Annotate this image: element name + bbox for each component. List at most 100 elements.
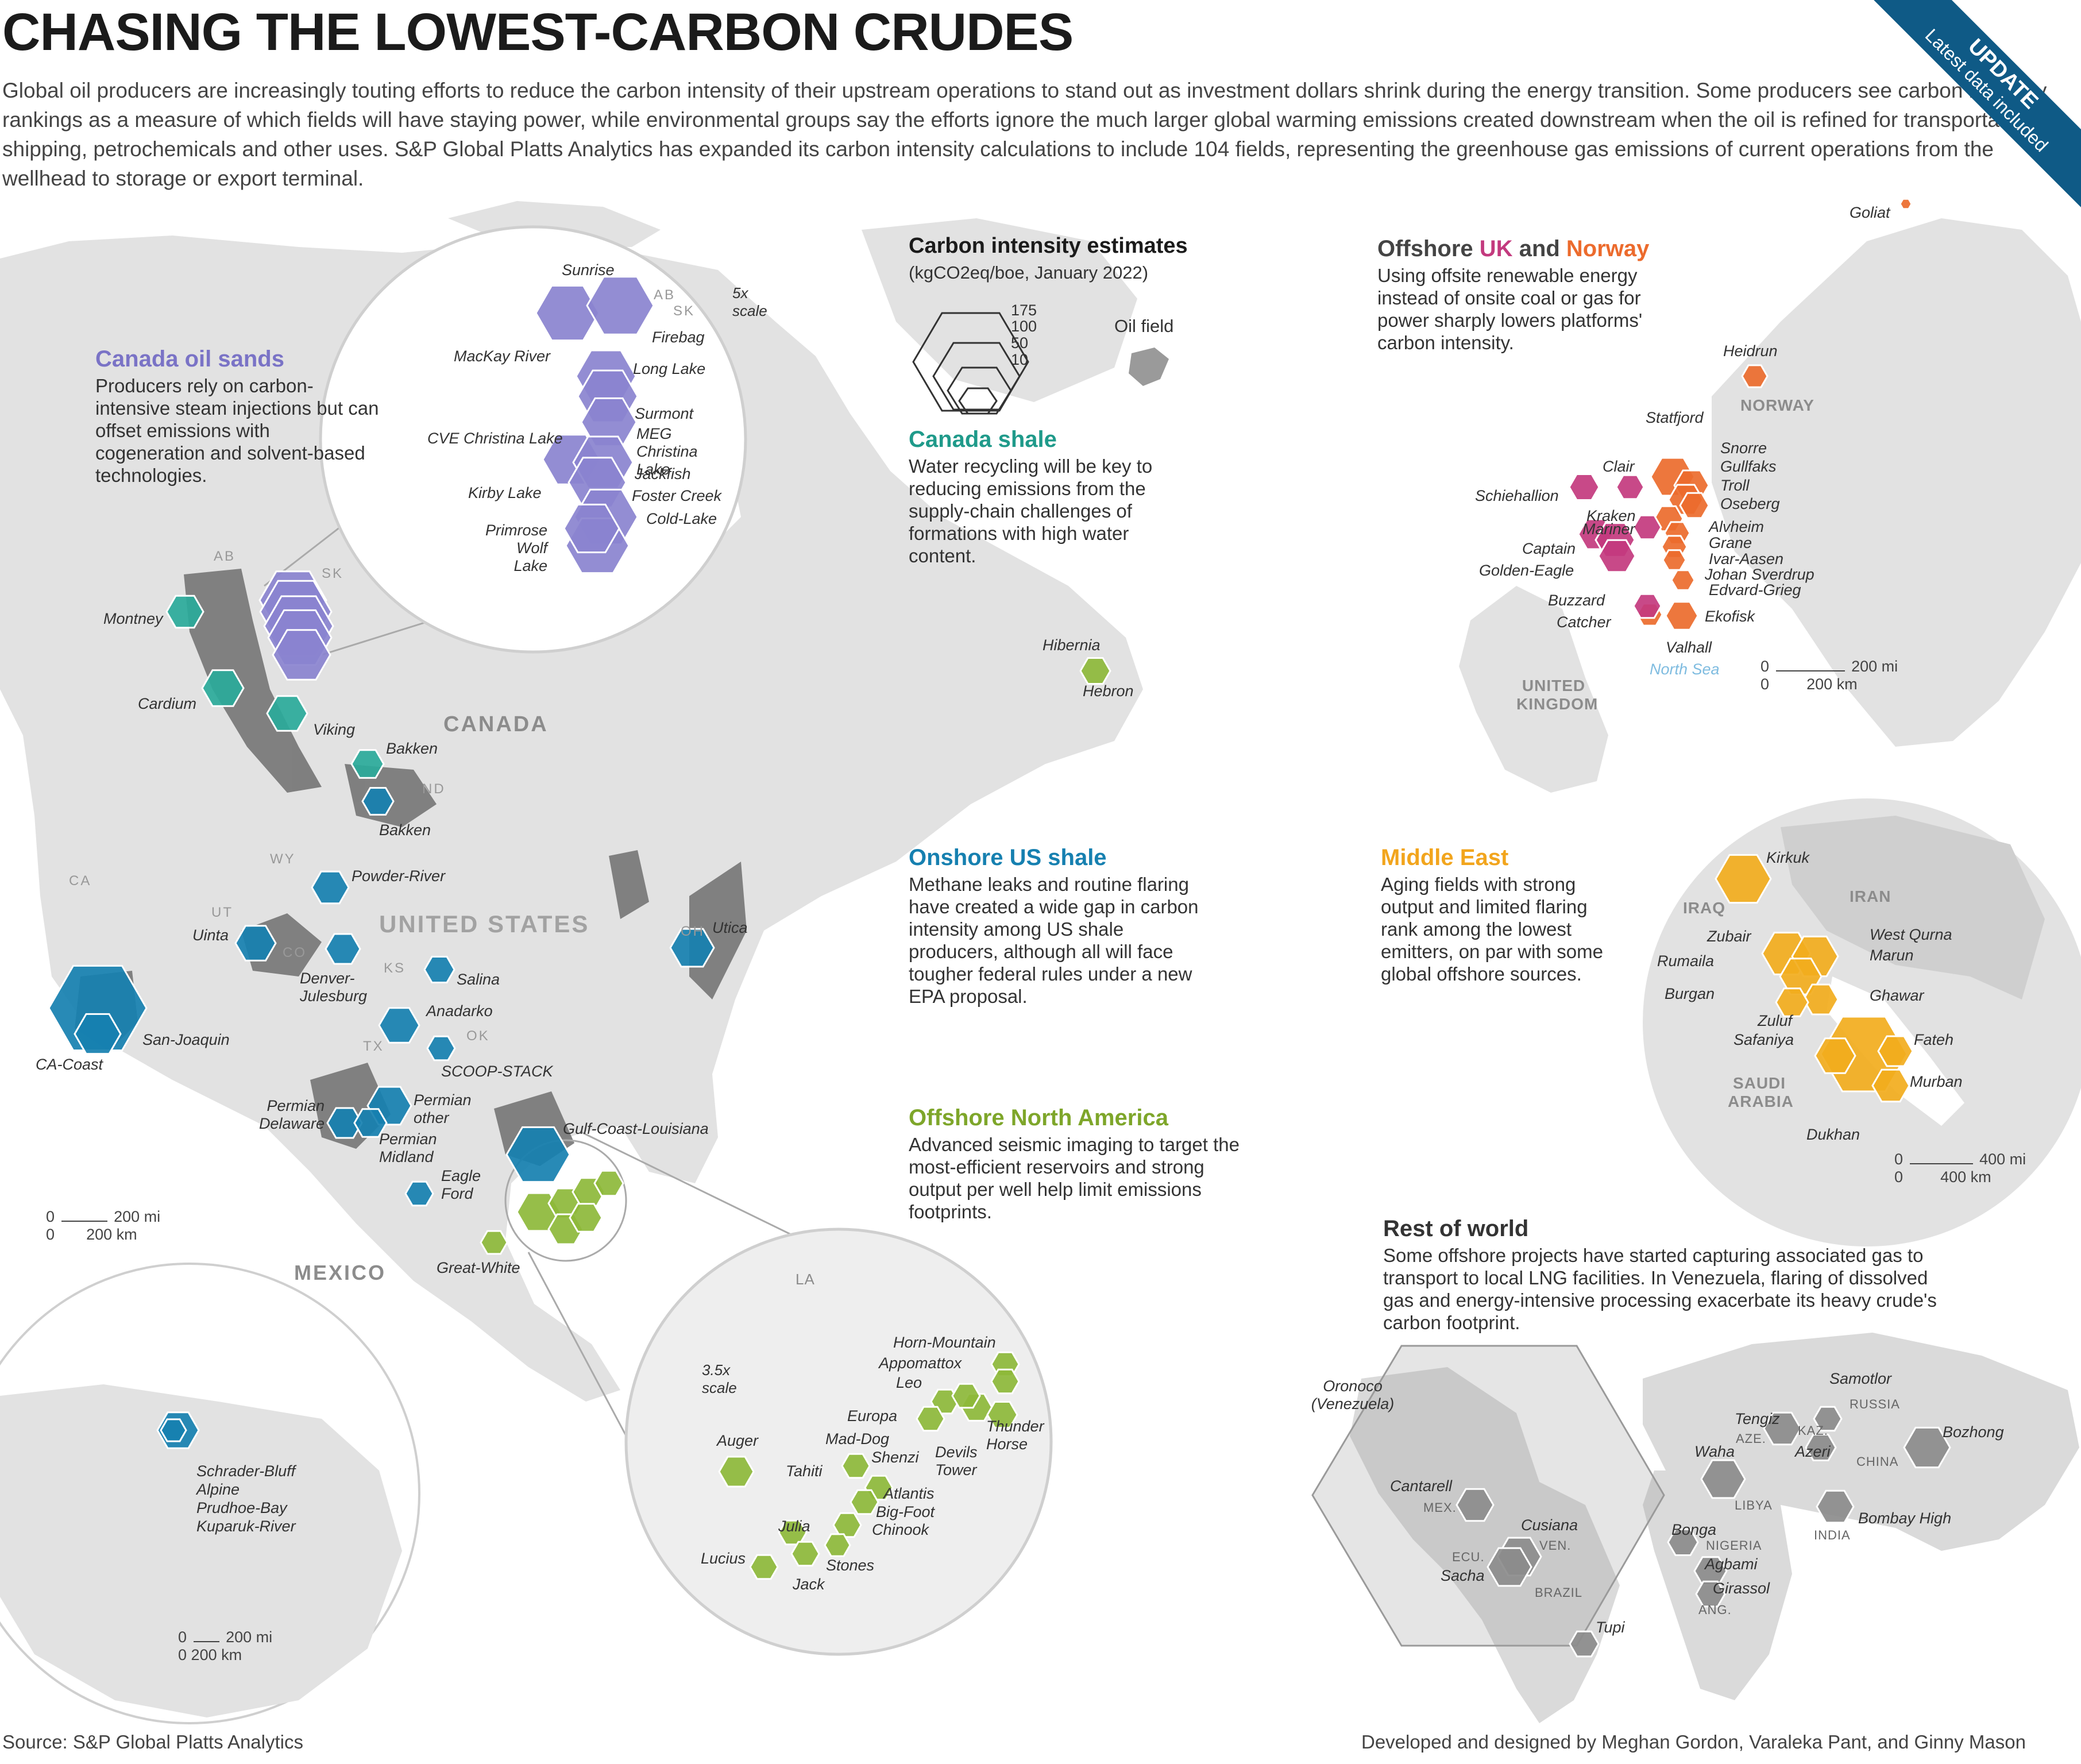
label-fateh: Fateh [1914, 1031, 1954, 1048]
label-jackfish: Jackfish [635, 465, 691, 483]
label-bonga: Bonga [1671, 1521, 1717, 1538]
label-alvheim: Alvheim [1709, 518, 1765, 535]
region-ok: OK [466, 1028, 490, 1044]
label-atlantis: Atlantis [883, 1485, 935, 1502]
label-samotlor: Samotlor [1829, 1370, 1892, 1387]
hex-us-4 [423, 956, 455, 983]
section-middle-east-text: Aging fields with strong output and limi… [1381, 874, 1603, 985]
scale-na-mi: 200 mi [114, 1208, 161, 1225]
region-us: UNITED STATES [379, 910, 590, 937]
scale-alaska-bar [193, 1641, 219, 1642]
hex-canada-shale-0 [165, 595, 204, 629]
label-dukhan: Dukhan [1806, 1126, 1860, 1143]
hex-rest-1 [1763, 1411, 1802, 1446]
hex-canada-shale-3 [350, 749, 385, 779]
label-ghawar: Ghawar [1870, 987, 1924, 1004]
hex-us-9 [426, 1035, 456, 1062]
region-tx: TX [363, 1039, 384, 1054]
gom-zoom-circle [624, 1228, 1053, 1656]
section-canada-shale: Canada shale Water recycling will be key… [909, 426, 1184, 567]
scale-na-bar [61, 1221, 107, 1222]
hex-me-4 [1802, 983, 1839, 1016]
gom-small-circle [504, 1139, 627, 1262]
label-kirkuk: Kirkuk [1766, 849, 1810, 866]
label-stones: Stones [826, 1557, 875, 1574]
hex-gom-13 [824, 1533, 851, 1557]
label-permian-other: Permian other [414, 1091, 472, 1126]
label-tupi: Tupi [1596, 1619, 1625, 1636]
label-uinta: Uinta [192, 927, 229, 944]
hex-offshore-7 [569, 1203, 603, 1233]
hex-oil-sands-zoom-10 [563, 503, 620, 554]
region-saudi: SAUDI ARABIA [1728, 1074, 1794, 1110]
hex-norway-8 [1670, 569, 1696, 591]
hex-oil-sands-zoom-0 [535, 284, 600, 342]
hex-canada-shale-2 [266, 695, 308, 732]
label-bozhong: Bozhong [1943, 1423, 2004, 1441]
label-big-foot: Big-Foot [876, 1503, 935, 1520]
region-north-sea: North Sea [1650, 661, 1720, 678]
hex-rest-6 [1816, 1489, 1855, 1524]
label-hibernia: Hibernia [1043, 636, 1101, 654]
section-rest-text: Some offshore projects have started capt… [1383, 1245, 1937, 1333]
section-canada-oil-sands-title: Canada oil sands [95, 346, 284, 372]
hex-heidrun [1741, 364, 1769, 388]
label-agbami: Agbami [1705, 1555, 1758, 1573]
region-la: LA [796, 1271, 815, 1288]
scale-north-sea: 0 200 mi 0 200 km [1760, 658, 1898, 693]
hex-me-5 [1775, 987, 1809, 1017]
scale-ns-bar [1775, 670, 1845, 671]
label-kuparuk-river: Kuparuk-River [196, 1518, 296, 1535]
north-america-land [0, 236, 1143, 1402]
label-horn-mountain: Horn-Mountain [893, 1334, 996, 1351]
label-auger: Auger [717, 1432, 759, 1449]
label-hebron: Hebron [1083, 682, 1134, 700]
label-chinook: Chinook [872, 1521, 929, 1538]
scale-na-km: 200 km [86, 1226, 137, 1243]
label-ivar-aasen: Ivar-Aasen [1709, 550, 1784, 568]
label-foster-creek: Foster Creek [632, 487, 722, 504]
label-troll: Troll [1720, 477, 1750, 494]
label-viking: Viking [313, 721, 356, 738]
scale-ns-zero-mi: 0 [1760, 658, 1770, 675]
title-part-uk: UK [1479, 236, 1513, 261]
region-norway: NORWAY [1740, 396, 1814, 414]
hex-us-6 [48, 964, 148, 1052]
section-us-shale-title: Onshore US shale [909, 845, 1107, 870]
label-gulf-coast-louisiana: Gulf-Coast-Louisiana [563, 1120, 709, 1137]
hex-us-2 [234, 925, 277, 962]
label-snorre: Snorre [1720, 439, 1767, 457]
hex-uk-0 [1568, 473, 1600, 501]
section-us-shale: Onshore US shale Methane leaks and routi… [909, 844, 1207, 1008]
scandinavia-land [1712, 218, 2081, 747]
intro-paragraph: Global oil producers are increasingly to… [2, 79, 2047, 190]
scale-me-zero-km: 0 [1894, 1168, 1904, 1186]
hex-rest-2 [1903, 1426, 1951, 1469]
scale-ns-mi: 200 mi [1851, 658, 1898, 675]
scale-alaska-zero-km: 0 [178, 1646, 187, 1663]
label-marun: Marun [1870, 947, 1914, 964]
label-kraken: Kraken [1586, 507, 1636, 524]
hex-gom-4 [951, 1383, 981, 1409]
legend-subtitle: (kgCO2eq/boe, January 2022) [909, 263, 1149, 283]
label-mariner: Mariner [1582, 520, 1635, 538]
scale-me-mi: 400 mi [1979, 1151, 2026, 1168]
hex-me-8 [1877, 1035, 1914, 1067]
scale-me-zero-mi: 0 [1894, 1151, 1904, 1168]
hex-gom-14 [749, 1554, 779, 1580]
region-india: INDIA [1814, 1528, 1851, 1542]
scale-na: 0 200 mi 0 200 km [46, 1208, 160, 1244]
section-canada-shale-title: Canada shale [909, 427, 1057, 452]
label-gullfaks: Gullfaks [1720, 458, 1777, 475]
region-co: CO [283, 945, 307, 960]
hex-us-8 [378, 1007, 420, 1044]
label-permian-delaware: Permian Delaware [258, 1097, 325, 1132]
region-ca: CA [69, 873, 92, 889]
hex-rest-5 [1455, 1488, 1495, 1522]
uk-land [1459, 586, 1608, 793]
label-devils-tower: Devils Tower [935, 1443, 978, 1479]
label-edvard-grieg: Edvard-Grieg [1709, 581, 1801, 599]
label-cve-christina: CVE Christina Lake [427, 430, 563, 447]
label-salina: Salina [457, 971, 500, 988]
label-jack: Jack [793, 1576, 825, 1593]
